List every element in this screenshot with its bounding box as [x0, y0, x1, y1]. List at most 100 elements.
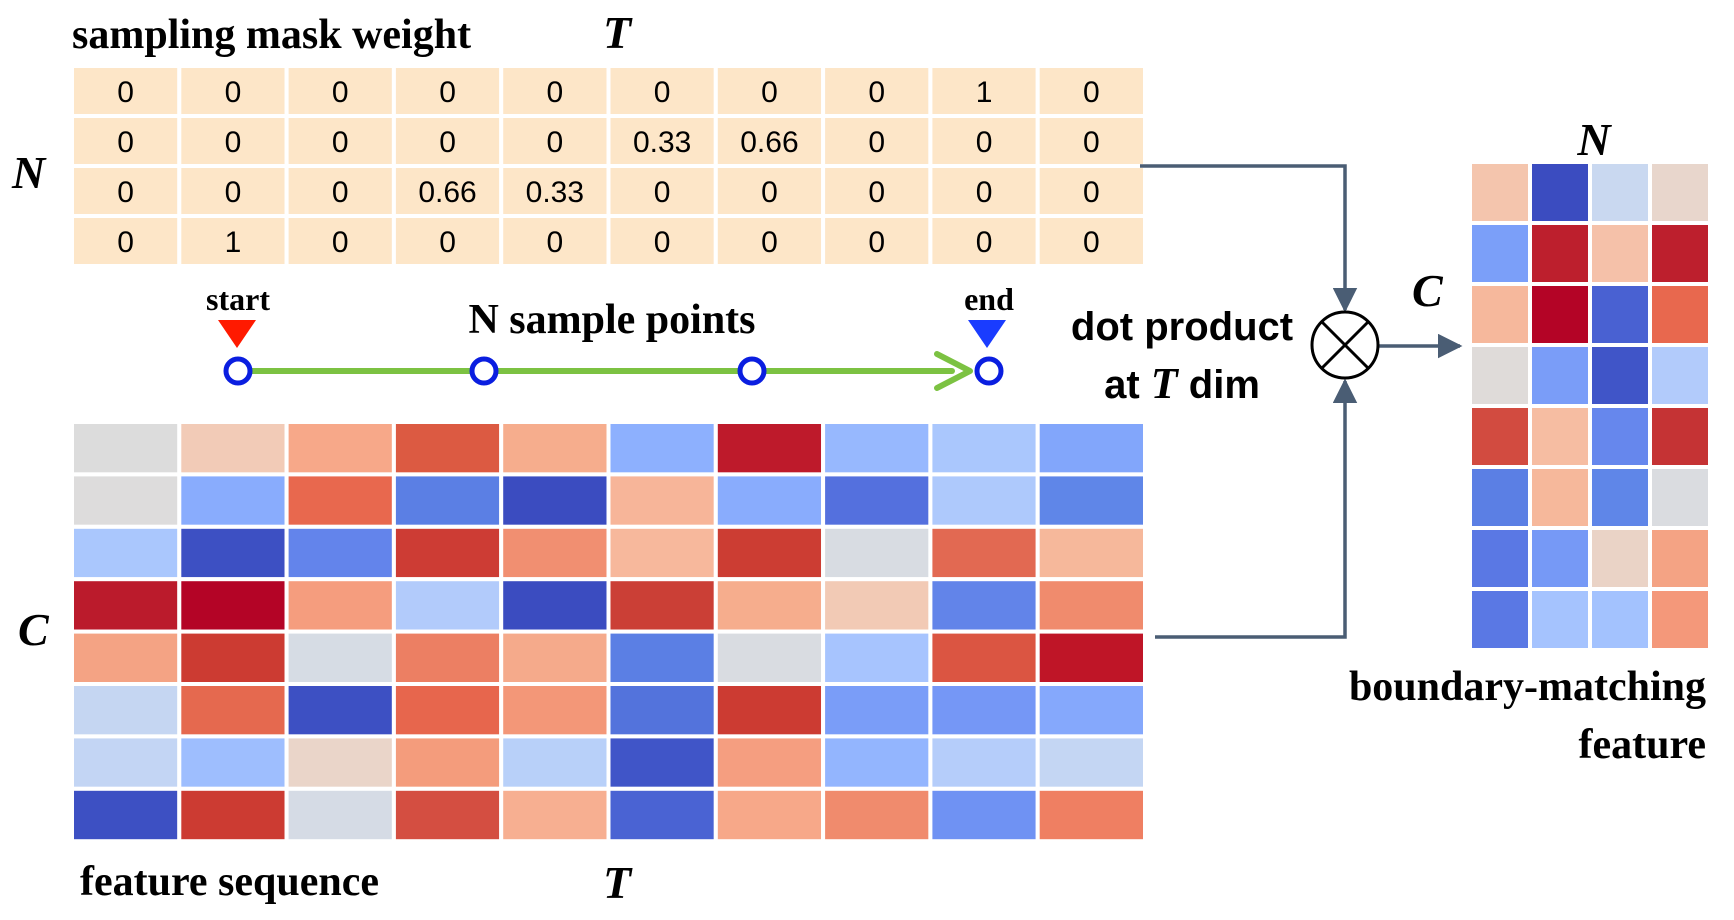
mask-cell-value: 0	[332, 76, 349, 109]
mask-cell-value: 0	[225, 176, 242, 209]
feature-cell	[713, 472, 826, 529]
mask-cell-value: 0	[1083, 226, 1100, 259]
mask-cell-value: 0	[1083, 176, 1100, 209]
mask-cell	[1035, 114, 1147, 168]
output-cell	[1468, 526, 1532, 591]
feature-cell	[821, 524, 933, 582]
features-cols-label: T	[603, 857, 633, 908]
mask-cell-value: 0	[868, 226, 885, 259]
mask-cell-value: 0	[976, 176, 993, 209]
output-caption-line2: feature	[1579, 722, 1707, 768]
output-cell	[1648, 160, 1712, 225]
mask-cell-value: 0	[976, 226, 993, 259]
feature-cell	[391, 420, 504, 477]
mask-cell-value: 0	[654, 176, 671, 209]
feature-cell	[928, 629, 1040, 686]
feature-cell	[177, 472, 289, 529]
mask-cell-value: 0	[332, 226, 349, 259]
features-rows-label: C	[18, 604, 50, 655]
output-cell	[1588, 587, 1652, 652]
feature-cell	[713, 420, 826, 477]
mask-cell-value: 0	[761, 226, 778, 259]
features-caption: feature sequence	[80, 859, 379, 905]
boundary-matching-grid	[1468, 160, 1712, 652]
output-cell	[1588, 404, 1652, 469]
feature-cell	[821, 577, 933, 634]
mask-cell-value: 0.66	[740, 126, 798, 159]
feature-cell	[177, 786, 289, 844]
mask-cell-value: 0	[332, 176, 349, 209]
feature-cell	[928, 786, 1040, 844]
mask-cell-value: 0	[332, 126, 349, 159]
feature-cell	[391, 682, 504, 739]
mask-cols-label: T	[603, 7, 633, 58]
feature-cell	[391, 629, 504, 686]
feature-cell	[713, 786, 826, 844]
feature-cell	[177, 577, 289, 634]
feature-cell	[284, 472, 396, 529]
dot-product-label-line1: dot product	[1071, 305, 1293, 349]
feature-cell	[606, 786, 718, 844]
output-cell	[1648, 221, 1712, 286]
feature-cell	[713, 524, 826, 582]
output-cols-label: N	[1576, 114, 1612, 165]
feature-cell	[391, 577, 504, 634]
feature-cell	[821, 734, 933, 791]
sampling-line-arrowhead	[934, 351, 973, 391]
output-cell	[1588, 526, 1652, 591]
mask-cell-value: 0.66	[418, 176, 476, 209]
output-cell	[1528, 404, 1592, 469]
mask-table: 0 0 0 0 0 0 0 0 1 0 0 0 0 0 0 0.33 0.66 0 0 0 0 0 0 0.66 0.33 0 0 0…	[70, 64, 1147, 268]
feature-cell	[1035, 786, 1147, 844]
mask-cell	[713, 114, 826, 168]
output-cell	[1528, 526, 1592, 591]
end-marker	[968, 320, 1006, 348]
feature-cell	[284, 629, 396, 686]
mask-cell-value: 0	[117, 76, 134, 109]
output-cell	[1528, 587, 1592, 652]
output-cell	[1648, 587, 1712, 652]
mask-title: sampling mask weight	[72, 12, 471, 58]
output-cell	[1648, 526, 1712, 591]
mask-cell	[713, 164, 826, 218]
feature-cell	[70, 682, 182, 739]
feature-cell	[1035, 734, 1147, 791]
feature-cell	[1035, 420, 1147, 477]
feature-cell	[177, 682, 289, 739]
feature-cell	[284, 420, 396, 477]
mask-cell	[821, 64, 933, 118]
feature-cell	[284, 524, 396, 582]
mask-cell-value: 0	[439, 226, 456, 259]
mask-cell	[499, 214, 611, 268]
feature-cell	[499, 524, 611, 582]
feature-cell	[499, 472, 611, 529]
feature-cell	[499, 682, 611, 739]
end-label: end	[964, 281, 1014, 317]
output-cell	[1648, 282, 1712, 347]
mask-cell-value: 0	[547, 76, 564, 109]
mask-cell	[391, 214, 504, 268]
feature-cell	[391, 786, 504, 844]
sample-point-end	[974, 356, 1004, 386]
mask-rows-label: N	[11, 147, 47, 198]
dot-product-prefix: at	[1104, 363, 1151, 407]
feature-cell	[284, 577, 396, 634]
feature-cell	[391, 524, 504, 582]
output-cell	[1588, 160, 1652, 225]
mask-cell	[928, 114, 1040, 168]
mask-cell-value: 0	[761, 76, 778, 109]
output-cell	[1648, 343, 1712, 408]
feature-cell	[821, 420, 933, 477]
mask-cell-value: 0	[225, 76, 242, 109]
feature-cell	[499, 577, 611, 634]
feature-cell	[606, 577, 718, 634]
mask-cell	[70, 214, 182, 268]
feature-cell	[391, 472, 504, 529]
output-caption-line1: boundary-matching	[1349, 664, 1706, 710]
mask-cell-value: 0.33	[633, 126, 691, 159]
feature-cell	[284, 734, 396, 791]
feature-cell	[606, 682, 718, 739]
feature-cell	[1035, 472, 1147, 529]
mask-cell-value: 0	[868, 76, 885, 109]
